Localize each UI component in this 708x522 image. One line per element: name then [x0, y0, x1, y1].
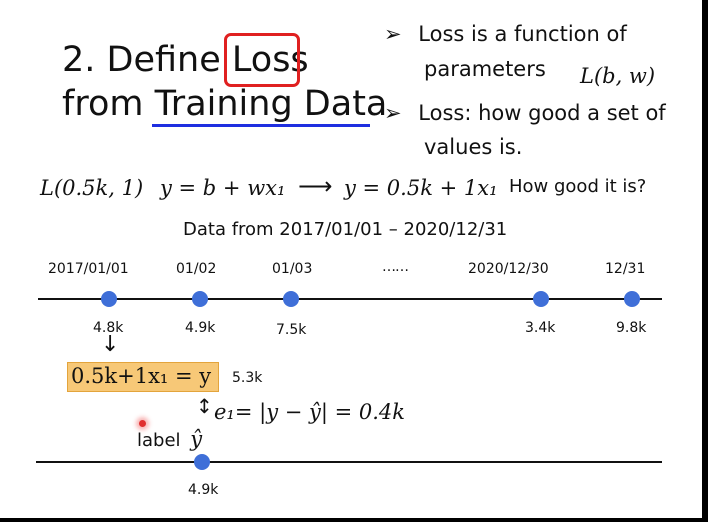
- bullet-1-text: Loss is a function of: [418, 22, 627, 46]
- label-value: 4.9k: [188, 482, 219, 498]
- label-axis: [36, 461, 662, 463]
- title-underline: [152, 124, 370, 127]
- data-point: [624, 291, 640, 307]
- value-label: 7.5k: [276, 322, 307, 338]
- date-label: 12/31: [605, 261, 646, 277]
- label-point: [194, 454, 210, 470]
- title-prefix: 2. Define: [62, 40, 232, 80]
- right-arrow: ⟶: [298, 172, 333, 200]
- loss-highlight-box: [224, 33, 300, 87]
- title-line-1: 2. Define Loss: [62, 40, 309, 80]
- bullet-2-text: Loss: how good a set of: [418, 101, 666, 125]
- title-boxed-word: Loss: [231, 40, 309, 80]
- prediction-value: 5.3k: [232, 370, 263, 386]
- parameter-values: L(0.5k, 1): [40, 176, 144, 200]
- data-point: [192, 291, 208, 307]
- model-equation: y = b + wx₁: [160, 176, 286, 200]
- data-point: [283, 291, 299, 307]
- cursor-marker: [139, 420, 146, 427]
- bullet-1: ➢ Loss is a function of: [384, 21, 627, 47]
- label-symbol: ŷ: [190, 427, 203, 451]
- down-arrow-icon: ↓: [101, 332, 120, 357]
- date-label: 2017/01/01: [48, 261, 129, 277]
- data-range: Data from 2017/01/01 – 2020/12/31: [183, 219, 508, 240]
- up-down-arrow-icon: ↕: [196, 394, 213, 418]
- date-label: 2020/12/30: [468, 261, 549, 277]
- instantiated-equation: y = 0.5k + 1x₁: [344, 176, 498, 200]
- data-point: [533, 291, 549, 307]
- ellipsis: ……: [382, 259, 409, 275]
- loss-function-symbol: L(b, w): [580, 64, 656, 88]
- bullet-2: ➢ Loss: how good a set of: [384, 100, 666, 126]
- value-label: 4.8k: [93, 320, 124, 336]
- bullet-2-continued: values is.: [424, 135, 523, 159]
- value-label: 9.8k: [616, 320, 647, 336]
- value-label: 3.4k: [525, 320, 556, 336]
- label-text: label ŷ: [137, 427, 202, 451]
- bullet-marker: ➢: [384, 101, 402, 125]
- date-label: 01/03: [272, 261, 313, 277]
- value-label: 4.9k: [185, 320, 216, 336]
- question-text: How good it is?: [509, 176, 647, 197]
- title-line-2: from Training Data: [62, 84, 388, 124]
- label-word: label: [137, 430, 181, 451]
- timeline-axis: [38, 298, 662, 300]
- prediction-formula: 0.5k+1x₁ = y: [71, 364, 212, 388]
- data-point: [101, 291, 117, 307]
- bullet-1-continued: parameters: [424, 57, 546, 81]
- prediction-highlight: [67, 362, 219, 392]
- date-label: 01/02: [176, 261, 217, 277]
- bullet-marker: ➢: [384, 22, 402, 46]
- error-formula: e₁= |y − ŷ| = 0.4k: [214, 400, 406, 424]
